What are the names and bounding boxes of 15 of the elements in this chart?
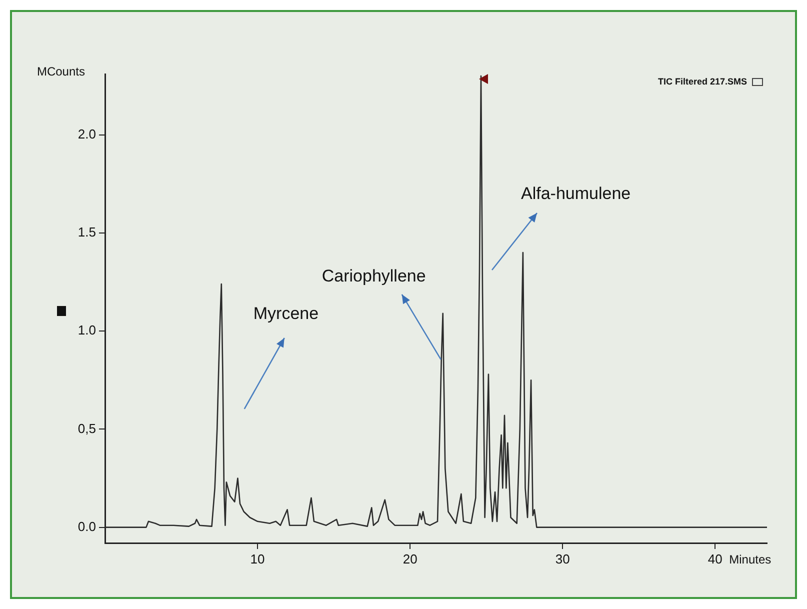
annotation: Myrcene bbox=[253, 304, 319, 323]
annotation: Alfa-humulene bbox=[521, 184, 631, 203]
annotation: TIC Filtered 217.SMS bbox=[658, 76, 747, 86]
y-tick-label: 0,5 bbox=[78, 420, 96, 436]
x-axis-title: Minutes bbox=[729, 552, 772, 566]
y-tick-label: 1.0 bbox=[78, 322, 96, 338]
y-tick-label: 2.0 bbox=[78, 126, 96, 142]
y-tick-label: 1.5 bbox=[78, 224, 96, 240]
x-tick-label: 20 bbox=[402, 551, 418, 566]
y-tick-label: 0.0 bbox=[78, 518, 96, 534]
y-axis-title: MCounts bbox=[36, 64, 85, 78]
x-tick-label: 40 bbox=[708, 551, 722, 566]
x-tick-label: 10 bbox=[250, 551, 265, 566]
x-tick-label: 30 bbox=[555, 551, 570, 566]
annotation: Cariophyllene bbox=[322, 266, 426, 286]
